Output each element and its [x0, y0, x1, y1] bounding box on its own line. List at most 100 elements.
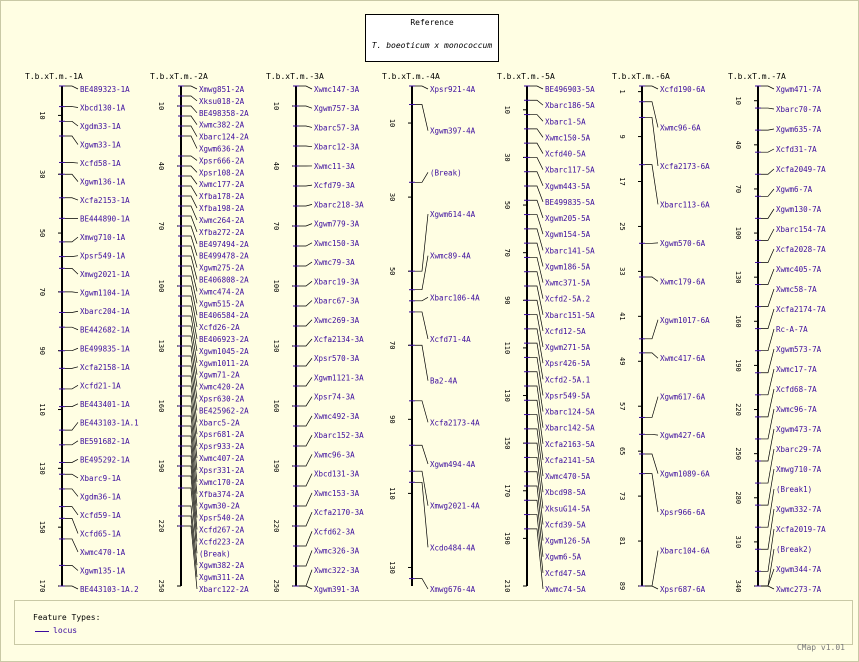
locus-label[interactable]: Xcfa2141-5A	[545, 456, 595, 465]
locus-label[interactable]: Xgwm635-7A	[776, 125, 822, 134]
locus-label[interactable]: BE444890-1A	[80, 215, 130, 224]
locus-label[interactable]: Xpsr331-2A	[199, 466, 245, 475]
locus-label[interactable]: Xgwm33-1A	[80, 141, 121, 150]
locus-label[interactable]: Xgwm344-7A	[776, 565, 822, 574]
locus-label[interactable]: Xbarc186-5A	[545, 101, 595, 110]
locus-label[interactable]: Xbarc117-5A	[545, 166, 595, 175]
locus-label[interactable]: Xpsr74-3A	[314, 393, 355, 402]
locus-label[interactable]: Xfba198-2A	[199, 204, 245, 213]
locus-label[interactable]: BE495292-1A	[80, 455, 130, 464]
locus-label[interactable]: Xwmc420-2A	[199, 383, 245, 392]
locus-label[interactable]: (Break)	[430, 168, 462, 177]
locus-label[interactable]: Xgwm1045-2A	[199, 347, 249, 356]
locus-label[interactable]: Xcfa2153-1A	[80, 196, 130, 205]
locus-label[interactable]: Xbarc122-2A	[199, 585, 249, 594]
locus-label[interactable]: Xgwm757-3A	[314, 104, 360, 113]
locus-label[interactable]: Xwmc382-2A	[199, 121, 245, 130]
locus-label[interactable]: Xbarc218-3A	[314, 200, 364, 209]
locus-label[interactable]: Xgwm311-2A	[199, 573, 245, 582]
locus-label[interactable]: Xbarc70-7A	[776, 105, 822, 114]
locus-label[interactable]: Xgwm1089-6A	[660, 470, 710, 479]
locus-label[interactable]: Xbarc104-6A	[660, 547, 710, 556]
locus-label[interactable]: Xmwg2021-4A	[430, 502, 480, 511]
locus-label[interactable]: Xcfa2173-6A	[660, 162, 710, 171]
locus-label[interactable]: Xbarc1-5A	[545, 117, 586, 126]
locus-label[interactable]: Xgwm515-2A	[199, 299, 245, 308]
locus-label[interactable]: Xwmc170-2A	[199, 478, 245, 487]
locus-label[interactable]: Xgwm427-6A	[660, 431, 706, 440]
locus-label[interactable]: BE497494-2A	[199, 240, 249, 249]
locus-label[interactable]: Xbarc67-3A	[314, 297, 360, 306]
locus-label[interactable]: Xgwm6-5A	[545, 553, 582, 562]
locus-label[interactable]: XksuG14-5A	[545, 504, 591, 513]
locus-label[interactable]: Xmwg2021-1A	[80, 270, 130, 279]
locus-label[interactable]: BE443103-1A.1	[80, 418, 139, 427]
locus-label[interactable]: Xcfd26-2A	[199, 323, 240, 332]
locus-label[interactable]: Xgwm154-5A	[545, 230, 591, 239]
locus-label[interactable]: Xpsr426-5A	[545, 359, 591, 368]
locus-label[interactable]: Xmwg710-7A	[776, 465, 822, 474]
locus-label[interactable]: Xcfa2134-3A	[314, 335, 364, 344]
locus-label[interactable]: BE498358-2A	[199, 109, 249, 118]
locus-label[interactable]: Xwmc179-6A	[660, 277, 706, 286]
locus-label[interactable]: Xgwm271-5A	[545, 343, 591, 352]
locus-label[interactable]: Xgdm36-1A	[80, 492, 121, 501]
locus-label[interactable]: Xwmc322-3A	[314, 566, 360, 575]
locus-label[interactable]: BE489323-1A	[80, 85, 130, 94]
locus-label[interactable]: (Break1)	[776, 485, 812, 494]
locus-label[interactable]: Xmwg851-2A	[199, 85, 245, 94]
locus-label[interactable]: Xbarc152-3A	[314, 431, 364, 440]
locus-label[interactable]: Xgwm71-2A	[199, 371, 240, 380]
locus-label[interactable]: Xfba272-2A	[199, 228, 245, 237]
locus-label[interactable]: Xcfd65-1A	[80, 529, 121, 538]
locus-label[interactable]: Xcfd68-7A	[776, 385, 817, 394]
locus-label[interactable]: Xwmc74-5A	[545, 585, 586, 594]
locus-label[interactable]: Xbcd130-1A	[80, 104, 126, 113]
locus-label[interactable]: BE442682-1A	[80, 326, 130, 335]
locus-label[interactable]: Xwmc405-7A	[776, 265, 822, 274]
locus-label[interactable]: Xgwm30-2A	[199, 502, 240, 511]
locus-label[interactable]: Xgwm6-7A	[776, 185, 813, 194]
locus-label[interactable]: Xcfd190-6A	[660, 85, 706, 94]
locus-label[interactable]: Xbarc12-3A	[314, 143, 360, 152]
locus-label[interactable]: BE499478-2A	[199, 252, 249, 261]
locus-label[interactable]: Xwmc417-6A	[660, 354, 706, 363]
locus-label[interactable]: Xcfd223-2A	[199, 537, 245, 546]
locus-label[interactable]: Xwmc326-3A	[314, 547, 360, 556]
locus-label[interactable]: Xpsr549-1A	[80, 252, 126, 261]
locus-label[interactable]: Xcfd12-5A	[545, 327, 586, 336]
locus-label[interactable]: Xwmc470-5A	[545, 472, 591, 481]
locus-label[interactable]: Xpsr570-3A	[314, 354, 360, 363]
locus-label[interactable]: Xcfd62-3A	[314, 527, 355, 536]
locus-label[interactable]: Xpsr681-2A	[199, 430, 245, 439]
locus-label[interactable]: Xcfa2028-7A	[776, 245, 826, 254]
locus-label[interactable]: Xpsr630-2A	[199, 395, 245, 404]
locus-label[interactable]: Xwmc147-3A	[314, 85, 360, 94]
locus-label[interactable]: Xpsr540-2A	[199, 514, 245, 523]
locus-label[interactable]: Xgwm1017-6A	[660, 316, 710, 325]
locus-label[interactable]: Xbarc124-5A	[545, 408, 595, 417]
locus-label[interactable]: Xwmc89-4A	[430, 252, 471, 261]
locus-label[interactable]: Xgwm636-2A	[199, 145, 245, 154]
locus-label[interactable]: Xcfd40-5A	[545, 150, 586, 159]
locus-label[interactable]: Xgwm570-6A	[660, 239, 706, 248]
locus-label[interactable]: Xpsr966-6A	[660, 508, 706, 517]
locus-label[interactable]: Xgwm136-1A	[80, 178, 126, 187]
locus-label[interactable]: Xbarc29-7A	[776, 445, 822, 454]
locus-label[interactable]: Xgwm614-4A	[430, 210, 476, 219]
locus-label[interactable]: Xgwm494-4A	[430, 460, 476, 469]
locus-label[interactable]: Xwmc58-7A	[776, 285, 817, 294]
locus-label[interactable]: Xcfa2163-5A	[545, 440, 595, 449]
locus-label[interactable]: Xcfa2170-3A	[314, 508, 364, 517]
locus-label[interactable]: Xbarc19-3A	[314, 277, 360, 286]
locus-label[interactable]: Xbarc124-2A	[199, 133, 249, 142]
locus-label[interactable]: Xwmc269-3A	[314, 316, 360, 325]
locus-label[interactable]: (Break)	[199, 549, 231, 558]
locus-label[interactable]: Xbarc5-2A	[199, 418, 240, 427]
locus-label[interactable]: Xwmc492-3A	[314, 412, 360, 421]
locus-label[interactable]: Xpsr687-6A	[660, 585, 706, 594]
locus-label[interactable]: Xcfd39-5A	[545, 520, 586, 529]
locus-label[interactable]: Xbarc154-7A	[776, 225, 826, 234]
locus-label[interactable]: Xcfd79-3A	[314, 181, 355, 190]
locus-label[interactable]: Xwmc153-3A	[314, 489, 360, 498]
